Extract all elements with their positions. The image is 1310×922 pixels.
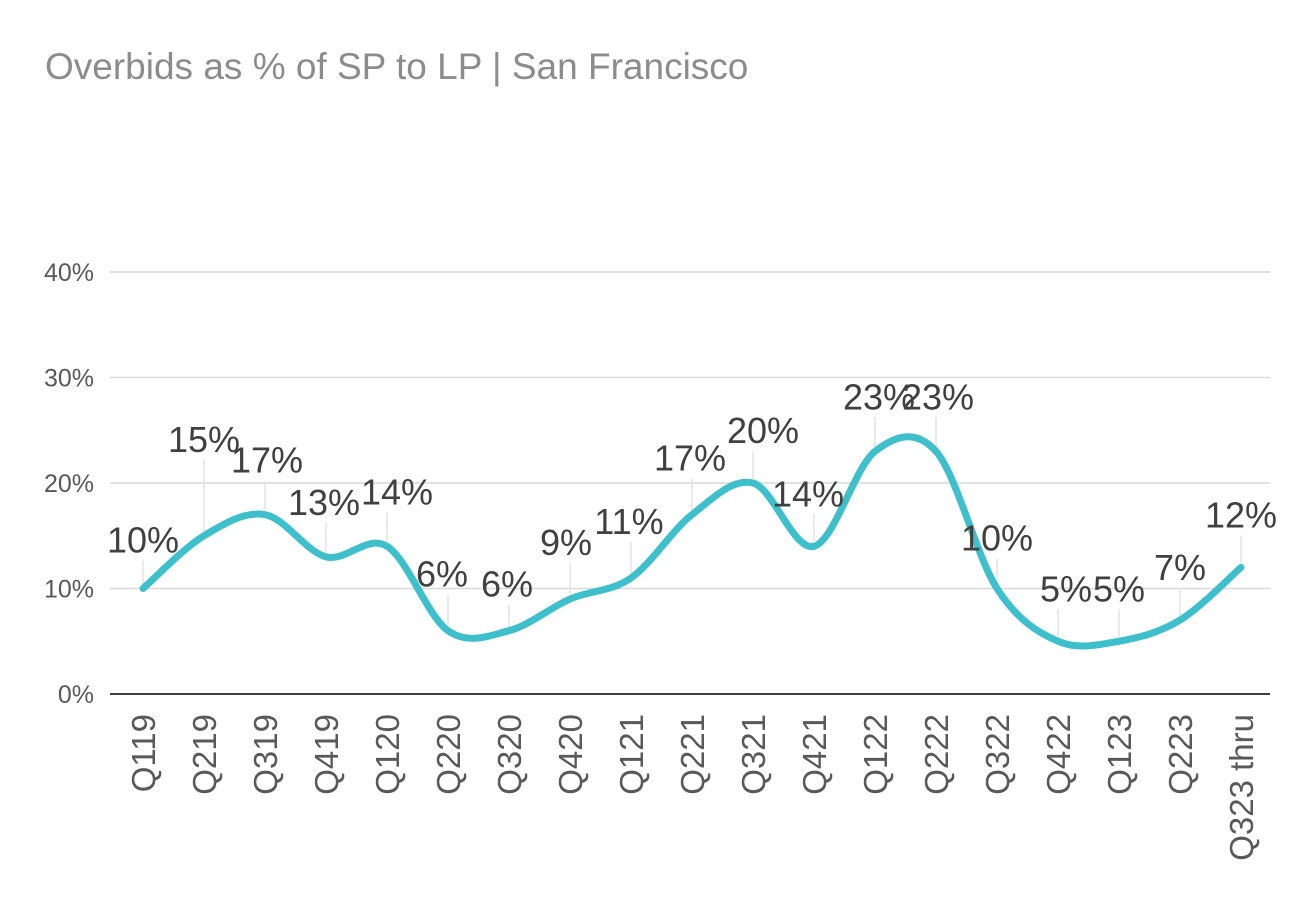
data-label: 17% [654, 438, 726, 479]
data-label: 23% [902, 376, 974, 417]
x-tick-label: Q123 [1101, 714, 1138, 795]
gridlines [110, 271, 1270, 590]
y-tick-label: 40% [44, 259, 94, 287]
data-label: 9% [540, 522, 592, 563]
series [139, 433, 1245, 650]
data-label: 10% [107, 520, 179, 561]
data-point [1116, 638, 1123, 645]
data-point [262, 511, 269, 518]
x-tick-label: Q422 [1040, 714, 1077, 795]
x-tick-label: Q419 [308, 714, 345, 795]
data-label: 12% [1205, 494, 1277, 535]
data-point [628, 574, 635, 581]
data-point [1055, 638, 1062, 645]
data-label: 7% [1154, 547, 1206, 588]
data-point [1177, 617, 1184, 624]
x-tick-label: Q420 [552, 714, 589, 795]
data-label: 5% [1093, 568, 1145, 609]
y-tick-label: 10% [44, 576, 94, 604]
y-tick-label: 0% [58, 681, 94, 709]
y-axis-ticks: 0% 10% 20% 30% 40% [44, 259, 94, 709]
x-tick-label: Q321 [735, 714, 772, 795]
x-tick-label: Q220 [430, 714, 467, 795]
data-label: 6% [481, 564, 533, 605]
data-label: 23% [843, 376, 915, 417]
data-point [994, 585, 1001, 592]
data-label: 6% [416, 554, 468, 595]
data-label: 15% [168, 419, 240, 460]
y-tick-label: 30% [44, 365, 94, 393]
data-point [933, 448, 940, 455]
data-point [323, 553, 330, 560]
x-tick-label: Q122 [857, 714, 894, 795]
label-leader-lines [142, 417, 1242, 638]
data-point [445, 627, 452, 634]
x-tick-label: Q121 [613, 714, 650, 795]
data-point [506, 627, 513, 634]
data-label: 17% [231, 440, 303, 481]
data-label: 11% [594, 501, 663, 542]
data-label: 13% [288, 482, 360, 523]
x-tick-label: Q320 [491, 714, 528, 795]
series-line [139, 433, 1245, 650]
data-point [689, 511, 696, 518]
data-point [201, 532, 208, 539]
data-label: 14% [361, 471, 433, 512]
x-tick-label: Q119 [125, 714, 162, 792]
data-point [1238, 564, 1245, 571]
data-labels: 10%15%17%13% 14%6% 6%9%11%17%20%14%23%23%1… [107, 376, 1277, 609]
y-tick-label: 20% [44, 470, 94, 498]
x-tick-label: Q223 [1162, 714, 1199, 795]
x-tick-label: Q219 [186, 714, 223, 795]
data-point [384, 543, 391, 550]
x-tick-label: Q323 thru [1223, 714, 1260, 861]
x-tick-label: Q322 [979, 714, 1016, 795]
data-point [750, 480, 757, 487]
x-tick-label: Q421 [796, 714, 833, 795]
data-label: 14% [772, 473, 844, 514]
data-point [811, 543, 818, 550]
data-point [140, 585, 147, 592]
data-point [872, 448, 879, 455]
data-label: 20% [727, 410, 799, 451]
x-tick-label: Q222 [918, 714, 955, 795]
x-tick-label: Q221 [674, 714, 711, 795]
x-axis-ticks: Q119 Q219 Q319 Q419 Q120 Q220 Q320 Q420 Q121 Q221… [125, 714, 1260, 861]
data-point [567, 596, 574, 603]
data-label: 10% [961, 518, 1033, 559]
x-tick-label: Q319 [247, 714, 284, 795]
data-label: 5% [1040, 568, 1092, 609]
chart-title: Overbids as % of SP to LP | San Francisc… [45, 46, 749, 87]
x-tick-label: Q120 [369, 714, 406, 795]
